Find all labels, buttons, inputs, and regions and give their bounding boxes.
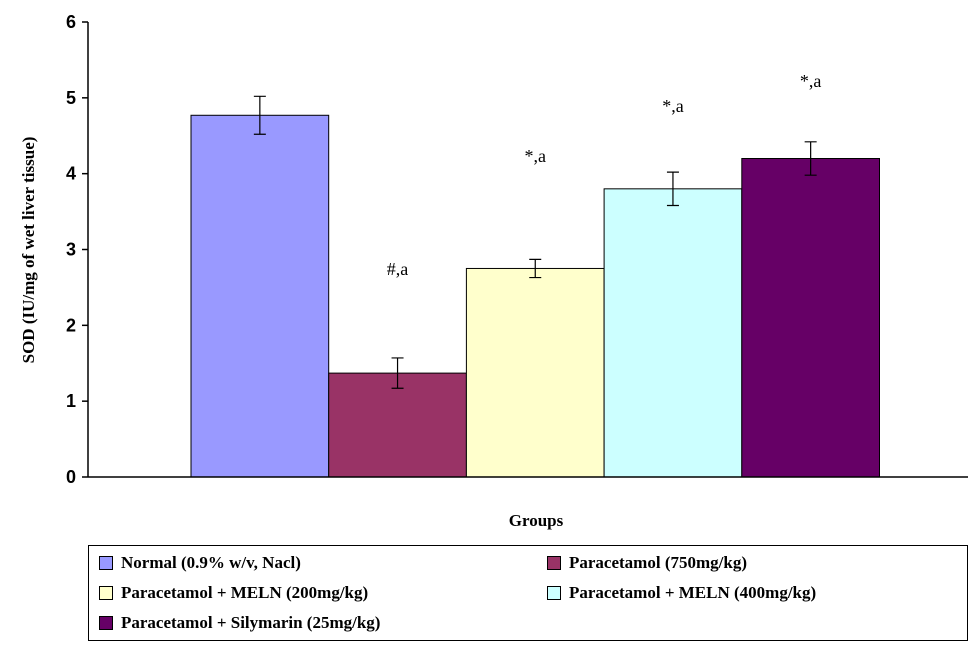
x-axis-title: Groups (509, 511, 564, 530)
legend-item: Paracetamol (750mg/kg) (547, 553, 747, 573)
error-bars-group (253, 95, 817, 389)
y-tick-label: 1 (66, 391, 76, 411)
bar (190, 114, 330, 478)
legend-swatch (547, 556, 561, 570)
significance-annotation: *,a (525, 146, 547, 166)
error-bar (529, 258, 542, 279)
y-tick-label: 0 (66, 467, 76, 487)
legend-swatch (547, 586, 561, 600)
legend-item: Normal (0.9% w/v, Nacl) (99, 553, 301, 573)
legend: Normal (0.9% w/v, Nacl) Paracetamol (750m… (88, 545, 968, 641)
y-tick-label: 5 (66, 88, 76, 108)
legend-label: Normal (0.9% w/v, Nacl) (121, 553, 301, 572)
error-bar (666, 171, 679, 207)
significance-annotation: *,a (662, 96, 684, 116)
bar (465, 267, 605, 478)
bar (603, 188, 743, 478)
legend-label: Paracetamol + MELN (200mg/kg) (121, 583, 369, 602)
legend-swatch (99, 616, 113, 630)
y-tick-label: 2 (66, 315, 76, 335)
significance-annotation: *,a (800, 71, 822, 91)
legend-swatch (99, 556, 113, 570)
error-bar (804, 141, 817, 176)
legend-label: Paracetamol + MELN (400mg/kg) (569, 583, 817, 602)
y-tick-label: 4 (66, 164, 76, 184)
legend-label: Paracetamol (750mg/kg) (569, 553, 747, 572)
y-axis-ticks: 0 1 2 3 4 5 6 (66, 12, 88, 487)
error-bar (253, 95, 266, 135)
annotations-group: #,a *,a *,a *,a (387, 71, 822, 279)
significance-annotation: #,a (387, 259, 409, 279)
legend-item: Paracetamol + MELN (400mg/kg) (547, 583, 816, 603)
legend-item: Paracetamol + MELN (200mg/kg) (99, 583, 368, 603)
y-tick-label: 6 (66, 12, 76, 32)
legend-swatch (99, 586, 113, 600)
error-bar (391, 357, 404, 389)
bars-group (190, 114, 880, 478)
legend-label: Paracetamol + Silymarin (25mg/kg) (121, 613, 381, 632)
bar (741, 158, 880, 478)
y-axis-title: SOD (IU/mg of wet liver tissue) (19, 137, 38, 364)
legend-item: Paracetamol + Silymarin (25mg/kg) (99, 613, 380, 633)
y-tick-label: 3 (66, 240, 76, 260)
sod-bar-chart: 0 1 2 3 4 5 6 #,a *,a *,a *,a SOD (IU/mg of wet l… (19, 12, 968, 530)
